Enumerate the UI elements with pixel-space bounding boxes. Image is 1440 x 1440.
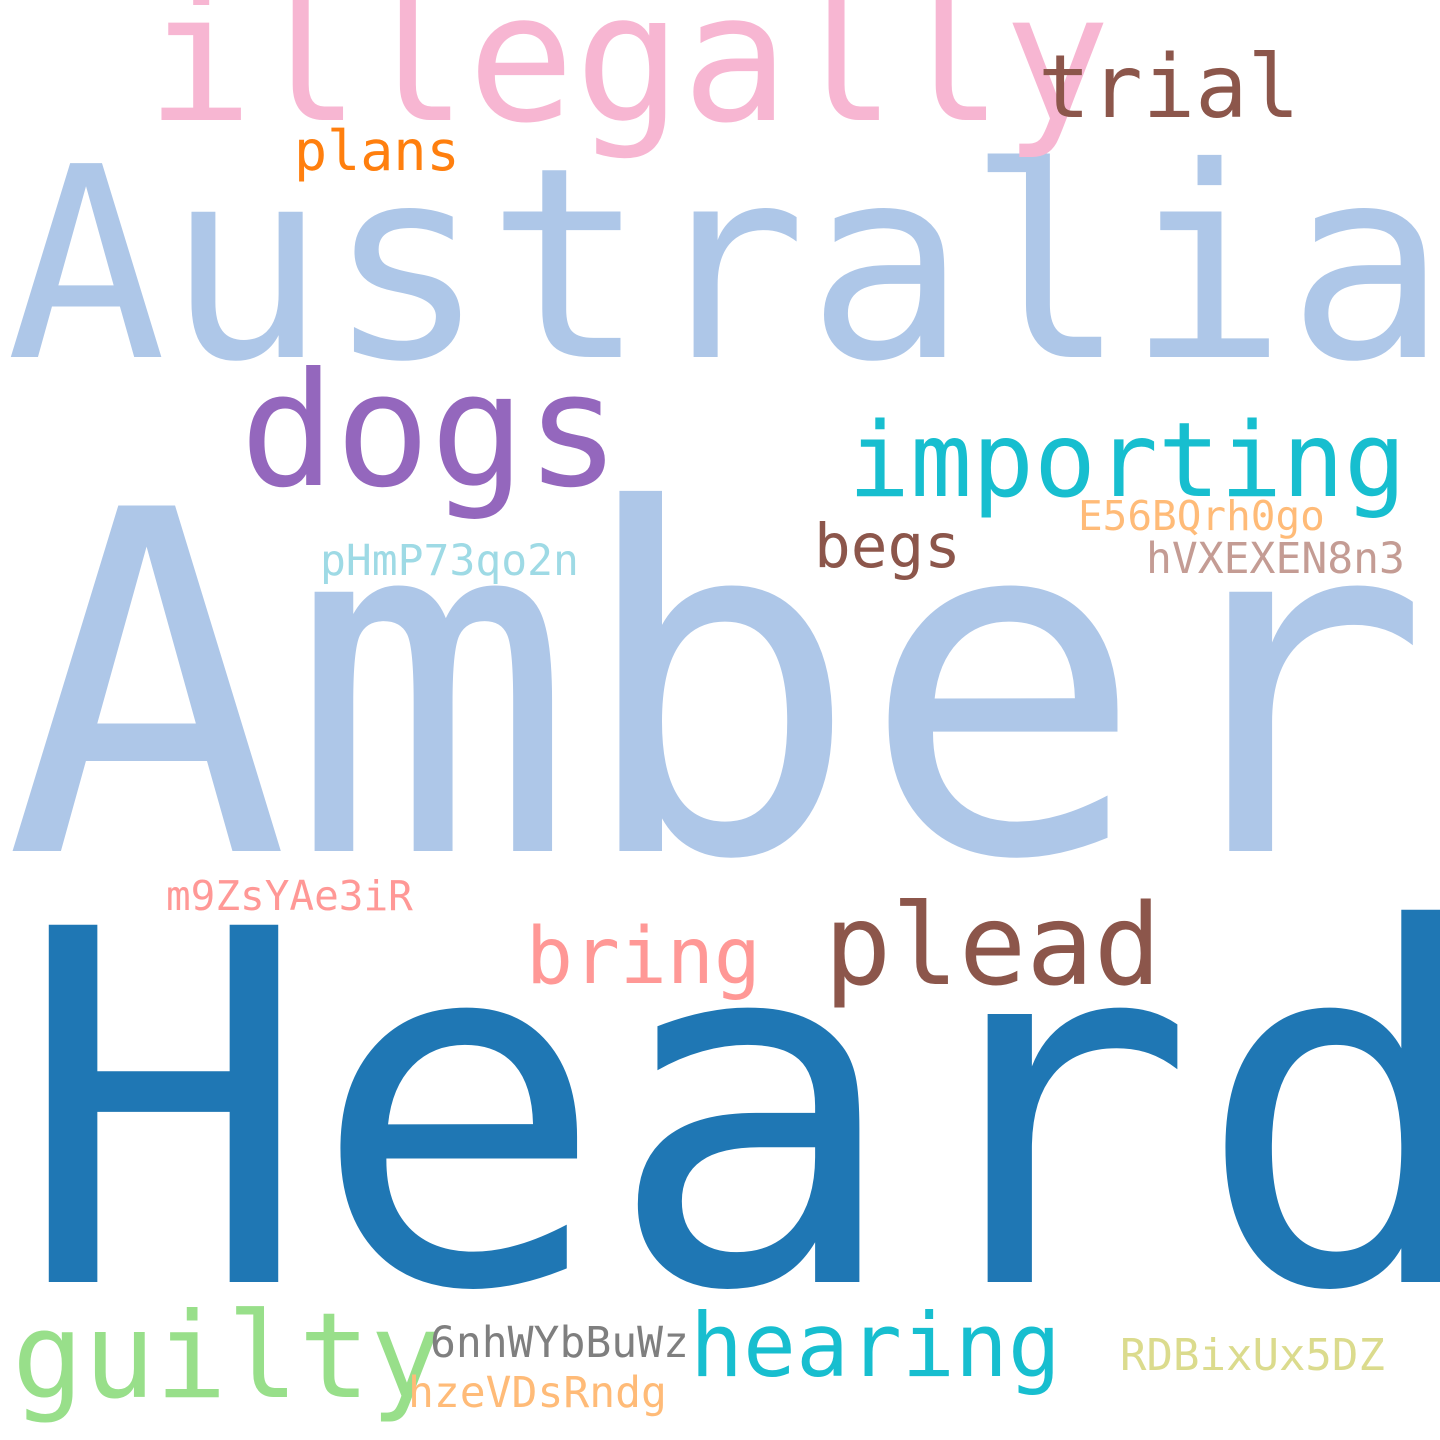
- word-m9zsyae3ir: m9ZsYAe3iR: [166, 872, 413, 920]
- word-phmp73qo2n: pHmP73qo2n: [320, 536, 579, 586]
- word-australia: Australia: [6, 110, 1440, 420]
- word-dogs: dogs: [240, 339, 621, 523]
- word-trial: trial: [1038, 36, 1300, 138]
- word-plans: plans: [294, 119, 460, 183]
- word-begs: begs: [814, 511, 961, 582]
- word-amber: Amber: [4, 411, 1431, 963]
- word-bring: bring: [526, 912, 761, 1002]
- word-hzevdsrndg: hzeVDsRndg: [408, 1368, 667, 1418]
- word-guilty: guilty: [12, 1288, 442, 1426]
- word-6nhwybbuwz: 6nhWYbBuWz: [430, 1318, 689, 1368]
- word-e56bqrh0go: E56BQrh0go: [1078, 492, 1325, 540]
- word-rdbixux5dz: RDBixUx5DZ: [1120, 1330, 1385, 1381]
- word-heard: Heard: [16, 827, 1440, 1398]
- word-hearing: hearing: [690, 1294, 1061, 1397]
- word-hvxexen8n3: hVXEXEN8n3: [1146, 534, 1405, 584]
- word-illegally: illegally: [146, 0, 1111, 162]
- word-plead: plead: [824, 881, 1162, 1011]
- word-importing: importing: [848, 401, 1407, 521]
